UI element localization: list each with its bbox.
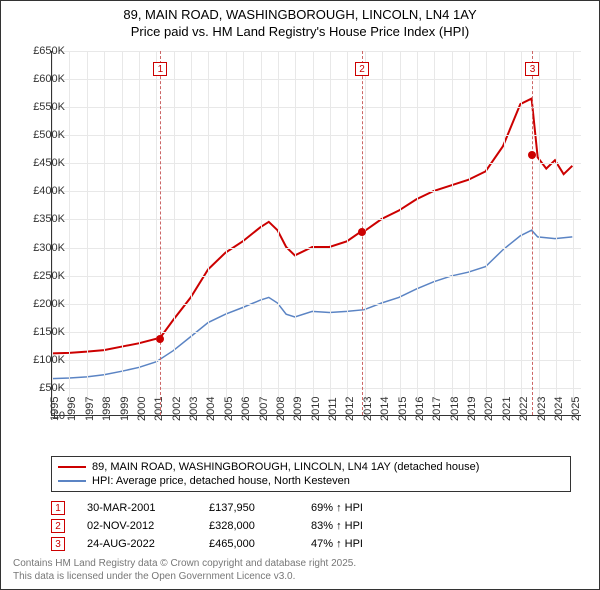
x-axis-label: 2014 <box>379 397 391 421</box>
x-axis-label: 2015 <box>397 397 409 421</box>
x-axis-label: 2001 <box>153 397 165 421</box>
x-axis-label: 2007 <box>258 397 270 421</box>
x-axis-label: 2004 <box>205 397 217 421</box>
legend-item: HPI: Average price, detached house, Nort… <box>58 474 564 488</box>
sale-price: £328,000 <box>209 520 289 532</box>
legend-box: 89, MAIN ROAD, WASHINGBOROUGH, LINCOLN, … <box>51 456 571 492</box>
title-line-1: 89, MAIN ROAD, WASHINGBOROUGH, LINCOLN, … <box>5 7 595 24</box>
marker-badge: 2 <box>51 519 65 533</box>
sale-marker-badge: 3 <box>525 62 539 76</box>
marker-badge: 1 <box>51 501 65 515</box>
sale-date: 30-MAR-2001 <box>87 502 187 514</box>
chart-title: 89, MAIN ROAD, WASHINGBOROUGH, LINCOLN, … <box>1 1 599 43</box>
sale-pct: 83% ↑ HPI <box>311 520 363 532</box>
x-axis-label: 2022 <box>518 397 530 421</box>
sale-price: £137,950 <box>209 502 289 514</box>
sale-date: 24-AUG-2022 <box>87 538 187 550</box>
x-axis-label: 2023 <box>536 397 548 421</box>
sale-price: £465,000 <box>209 538 289 550</box>
y-axis-label: £150K <box>33 326 65 338</box>
y-axis-label: £400K <box>33 185 65 197</box>
y-axis-label: £450K <box>33 157 65 169</box>
table-row: 1 30-MAR-2001 £137,950 69% ↑ HPI <box>51 499 363 517</box>
chart-frame: 89, MAIN ROAD, WASHINGBOROUGH, LINCOLN, … <box>0 0 600 590</box>
sale-point-dot <box>156 335 164 343</box>
sale-point-dot <box>358 228 366 236</box>
x-axis-label: 2005 <box>223 397 235 421</box>
sale-point-dot <box>528 151 536 159</box>
plot-area: 1995199619971998199920002001200220032004… <box>51 51 581 416</box>
table-row: 3 24-AUG-2022 £465,000 47% ↑ HPI <box>51 535 363 553</box>
x-axis-label: 2009 <box>292 397 304 421</box>
y-axis-label: £250K <box>33 270 65 282</box>
footer-line-1: Contains HM Land Registry data © Crown c… <box>13 557 356 570</box>
y-axis-label: £650K <box>33 45 65 57</box>
y-axis-label: £300K <box>33 242 65 254</box>
sales-table: 1 30-MAR-2001 £137,950 69% ↑ HPI 2 02-NO… <box>51 499 363 553</box>
legend-swatch <box>58 466 86 468</box>
y-axis-label: £500K <box>33 129 65 141</box>
y-axis-label: £600K <box>33 73 65 85</box>
legend-item: 89, MAIN ROAD, WASHINGBOROUGH, LINCOLN, … <box>58 460 564 474</box>
x-axis-label: 2016 <box>414 397 426 421</box>
x-axis-label: 2000 <box>136 397 148 421</box>
x-axis-label: 2021 <box>501 397 513 421</box>
x-axis-label: 2002 <box>171 397 183 421</box>
x-axis-label: 2008 <box>275 397 287 421</box>
x-axis-label: 2012 <box>344 397 356 421</box>
sale-marker-badge: 1 <box>153 62 167 76</box>
x-axis-label: 2003 <box>188 397 200 421</box>
sale-date: 02-NOV-2012 <box>87 520 187 532</box>
sale-marker-badge: 2 <box>355 62 369 76</box>
y-axis-label: £100K <box>33 354 65 366</box>
y-axis-label: £0 <box>53 410 65 422</box>
legend-label: 89, MAIN ROAD, WASHINGBOROUGH, LINCOLN, … <box>92 461 479 473</box>
y-axis-label: £50K <box>39 382 65 394</box>
legend-swatch <box>58 480 86 482</box>
marker-badge: 3 <box>51 537 65 551</box>
sale-pct: 69% ↑ HPI <box>311 502 363 514</box>
attribution-footer: Contains HM Land Registry data © Crown c… <box>13 557 356 583</box>
x-axis-label: 2019 <box>466 397 478 421</box>
y-axis-label: £200K <box>33 298 65 310</box>
x-axis-label: 2024 <box>553 397 565 421</box>
x-axis-label: 2017 <box>431 397 443 421</box>
footer-line-2: This data is licensed under the Open Gov… <box>13 570 356 583</box>
x-axis-label: 2011 <box>327 397 339 421</box>
x-axis-label: 1996 <box>66 397 78 421</box>
x-axis-label: 2025 <box>570 397 582 421</box>
x-axis-label: 1997 <box>84 397 96 421</box>
legend-label: HPI: Average price, detached house, Nort… <box>92 475 350 487</box>
y-axis-label: £550K <box>33 101 65 113</box>
x-axis-label: 1999 <box>119 397 131 421</box>
x-axis-label: 2013 <box>362 397 374 421</box>
x-axis-label: 2018 <box>449 397 461 421</box>
sale-pct: 47% ↑ HPI <box>311 538 363 550</box>
y-axis-label: £350K <box>33 213 65 225</box>
x-axis-label: 1998 <box>101 397 113 421</box>
x-axis-label: 2010 <box>310 397 322 421</box>
table-row: 2 02-NOV-2012 £328,000 83% ↑ HPI <box>51 517 363 535</box>
x-axis-label: 2020 <box>483 397 495 421</box>
x-axis-label: 2006 <box>240 397 252 421</box>
title-line-2: Price paid vs. HM Land Registry's House … <box>5 24 595 41</box>
